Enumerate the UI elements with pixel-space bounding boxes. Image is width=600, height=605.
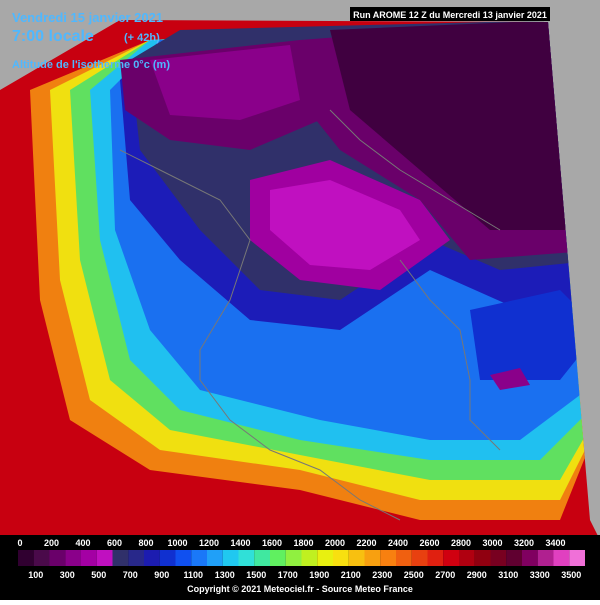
legend-swatch	[33, 550, 50, 566]
legend-label: 1900	[309, 570, 329, 580]
legend-label: 2100	[341, 570, 361, 580]
legend-swatch	[175, 550, 192, 566]
legend-label: 900	[154, 570, 169, 580]
legend-swatch	[364, 550, 381, 566]
legend-swatch	[207, 550, 223, 566]
legend-label: 2300	[372, 570, 392, 580]
legend-swatch	[427, 550, 444, 566]
legend-label: 1300	[215, 570, 235, 580]
legend-label: 2800	[451, 538, 471, 548]
legend-label: 2000	[325, 538, 345, 548]
legend-swatch	[191, 550, 207, 566]
legend-label: 600	[107, 538, 122, 548]
legend-swatch	[443, 550, 459, 566]
legend-label: 0	[17, 538, 22, 548]
legend-label: 3200	[514, 538, 534, 548]
date: Vendredi 15 janvier 2021	[12, 10, 163, 25]
legend-label: 2900	[467, 570, 487, 580]
legend-swatch	[144, 550, 160, 566]
run-info: Run AROME 12 Z du Mercredi 13 janvier 20…	[353, 10, 547, 20]
legend-swatch	[333, 550, 349, 566]
legend-label: 2500	[404, 570, 424, 580]
legend-swatch	[553, 550, 570, 566]
legend-label: 800	[138, 538, 153, 548]
legend-panel	[0, 535, 600, 600]
legend-label: 3100	[498, 570, 518, 580]
legend-label: 1200	[199, 538, 219, 548]
legend-swatch	[81, 550, 97, 566]
legend-label: 3500	[561, 570, 581, 580]
copyright: Copyright © 2021 Meteociel.fr - Source M…	[187, 584, 413, 594]
legend-swatch	[569, 550, 585, 566]
legend-label: 2700	[435, 570, 455, 580]
legend-label: 1700	[278, 570, 298, 580]
legend-swatch	[96, 550, 113, 566]
field-name: Altitude de l'isotherme 0°c (m)	[12, 59, 170, 71]
legend-swatch	[18, 550, 34, 566]
legend-label: 1500	[246, 570, 266, 580]
map-field	[0, 20, 600, 540]
legend: 0 200 400 600 800 1000 1200 1400 1600 1800 2000 220…	[17, 538, 585, 580]
legend-swatch	[238, 550, 255, 566]
legend-label: 1400	[230, 538, 250, 548]
legend-label: 1100	[183, 570, 203, 580]
lead-time: (+ 42h)	[124, 32, 160, 44]
legend-swatch	[254, 550, 270, 566]
legend-label: 700	[123, 570, 138, 580]
run-box	[350, 7, 550, 21]
legend-swatch	[522, 550, 538, 566]
legend-swatch	[317, 550, 333, 566]
legend-label: 2200	[356, 538, 376, 548]
legend-label: 3000	[482, 538, 502, 548]
legend-swatch	[396, 550, 412, 566]
legend-label: 1600	[262, 538, 282, 548]
legend-label: 3300	[530, 570, 550, 580]
time: 7:00 locale	[12, 28, 94, 45]
legend-label: 1000	[167, 538, 187, 548]
legend-swatch	[474, 550, 491, 566]
legend-swatch	[537, 550, 554, 566]
legend-swatch	[506, 550, 522, 566]
legend-swatch	[222, 550, 239, 566]
legend-swatch	[159, 550, 176, 566]
legend-swatch	[301, 550, 318, 566]
legend-label: 1800	[293, 538, 313, 548]
legend-label: 300	[60, 570, 75, 580]
legend-label: 500	[91, 570, 106, 580]
borders	[119, 109, 501, 521]
legend-label: 200	[44, 538, 59, 548]
legend-label: 400	[75, 538, 90, 548]
legend-swatch	[459, 550, 475, 566]
legend-swatch	[380, 550, 396, 566]
legend-label: 2400	[388, 538, 408, 548]
legend-swatch	[65, 550, 81, 566]
legend-swatch	[49, 550, 66, 566]
legend-swatch	[128, 550, 144, 566]
legend-swatch	[112, 550, 129, 566]
legend-swatch	[270, 550, 286, 566]
legend-swatch	[285, 550, 302, 566]
legend-label: 100	[28, 570, 43, 580]
legend-swatch	[490, 550, 507, 566]
legend-swatch	[348, 550, 365, 566]
legend-label: 3400	[545, 538, 565, 548]
legend-label: 2600	[419, 538, 439, 548]
legend-swatch	[411, 550, 428, 566]
